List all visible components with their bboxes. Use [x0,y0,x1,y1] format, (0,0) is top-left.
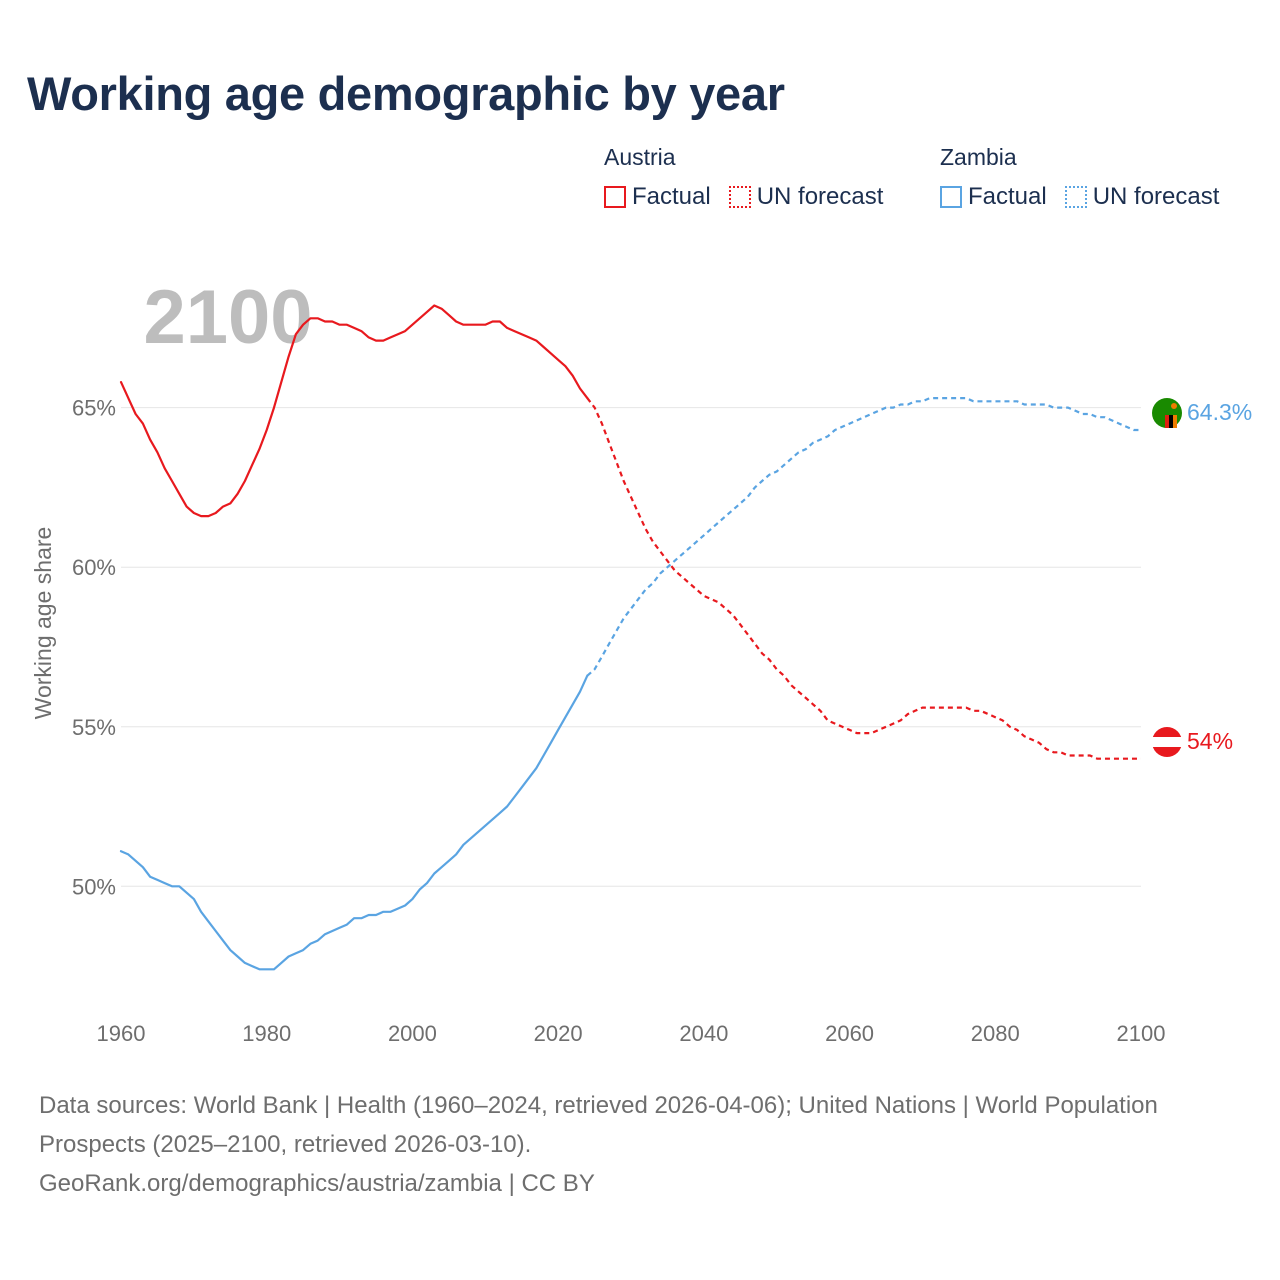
x-tick-label: 2000 [388,1021,437,1046]
series [119,304,1141,971]
legend-swatch-solid [940,186,962,208]
chart-title: Working age demographic by year [27,67,785,120]
grid-lines [121,407,1141,887]
legend-group-name: Zambia [940,144,1017,170]
x-tick-label: 2060 [825,1021,874,1046]
series-line-zambia-factual[interactable] [119,674,589,971]
end-label-zambia: 64.3% [1187,399,1252,425]
y-axis-label: Working age share [30,527,56,720]
line-chart: 2100 Working age share 50% 55% 60% 65% 1960… [30,275,1252,1046]
y-tick-label: 55% [72,715,116,740]
x-tick-label: 2080 [971,1021,1020,1046]
footer: Data sources: World Bank | Health (1960–… [39,1086,1239,1203]
legend-swatch-dotted [1064,186,1087,208]
x-axis: 1960 1980 2000 2020 2040 2060 2080 2100 [97,1021,1166,1046]
austria-flag-icon[interactable] [1152,727,1182,757]
data-sources-text: Data sources: World Bank | Health (1960–… [39,1092,1158,1158]
x-tick-label: 1980 [242,1021,291,1046]
y-tick-label: 60% [72,555,116,580]
x-tick-label: 2040 [679,1021,728,1046]
y-tick-label: 50% [72,874,116,899]
x-tick-label: 1960 [97,1021,146,1046]
x-tick-label: 2020 [534,1021,583,1046]
legend-item-zambia-forecast[interactable]: UN forecast [1064,183,1220,211]
attribution-link[interactable]: GeoRank.org/demographics/austria/zambia … [39,1170,595,1197]
legend-label: Factual [632,183,711,210]
year-watermark: 2100 [143,275,312,360]
legend-item-zambia-factual[interactable]: Factual [940,183,1047,211]
y-tick-label: 65% [72,396,116,421]
end-label-austria: 54% [1187,728,1233,754]
legend-swatch-solid [604,186,626,208]
legend-group-name: Austria [604,144,676,170]
legend-item-austria-factual[interactable]: Factual [604,183,711,211]
y-axis: 50% 55% 60% 65% [72,396,116,900]
x-tick-label: 2100 [1117,1021,1166,1046]
series-line-austria-forecast[interactable] [586,397,1141,760]
series-line-zambia-forecast[interactable] [586,397,1141,677]
legend-group-zambia: Zambia Factual UN forecast [940,144,1219,211]
legend-swatch-dotted [728,186,751,208]
legend-label: UN forecast [756,183,884,210]
zambia-flag-icon[interactable] [1152,398,1182,428]
legend-group-austria: Austria Factual UN forecast [604,144,883,211]
end-markers [1152,398,1182,757]
legend-item-austria-forecast[interactable]: UN forecast [728,183,884,211]
series-line-austria-factual[interactable] [119,304,589,518]
legend-label: UN forecast [1092,183,1220,210]
legend-label: Factual [968,183,1047,210]
